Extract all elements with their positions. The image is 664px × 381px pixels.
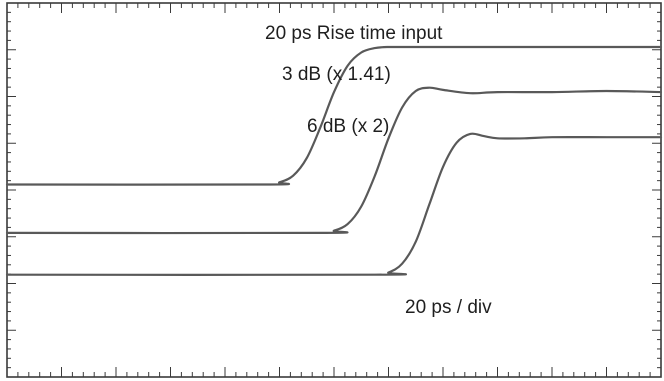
annotation-trace1: 20 ps Rise time input xyxy=(265,23,443,44)
annotation-scale: 20 ps / div xyxy=(405,297,492,318)
trace-6db xyxy=(5,132,663,276)
tick-marks xyxy=(6,2,662,378)
annotation-trace3: 6 dB (x 2) xyxy=(307,116,389,137)
plot-frame xyxy=(6,2,662,378)
traces xyxy=(5,45,663,276)
trace-3db xyxy=(5,86,663,235)
annotation-trace2: 3 dB (x 1.41) xyxy=(282,64,391,85)
annotations: 20 ps Rise time input 3 dB (x 1.41) 6 dB… xyxy=(265,23,492,318)
input-trace xyxy=(5,45,663,186)
